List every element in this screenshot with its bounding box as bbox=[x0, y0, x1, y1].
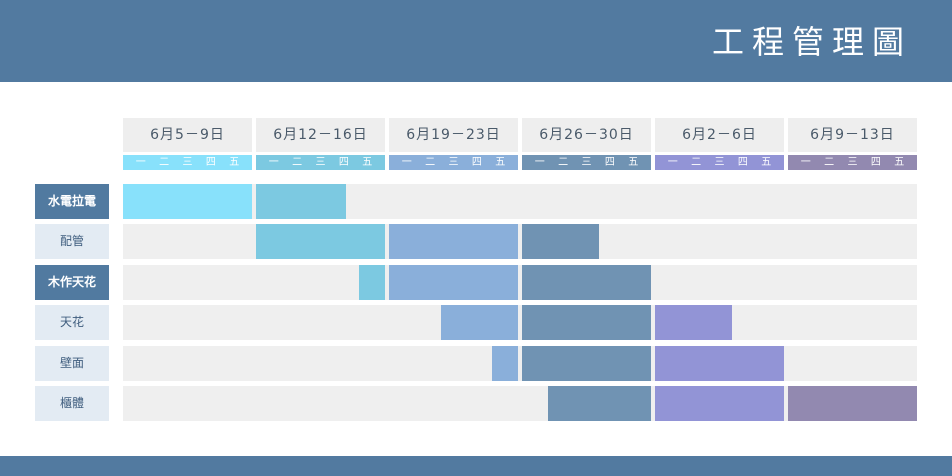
task-bar bbox=[359, 265, 385, 300]
day-label: 一 bbox=[135, 157, 146, 168]
day-label: 三 bbox=[714, 157, 725, 168]
task-label: 水電拉電 bbox=[35, 184, 109, 219]
day-label: 三 bbox=[315, 157, 326, 168]
day-label: 五 bbox=[894, 157, 905, 168]
day-strip: 一二三四五 bbox=[655, 155, 784, 170]
day-label: 四 bbox=[338, 157, 349, 168]
task-track bbox=[123, 265, 917, 300]
page-title: 工程管理圖 bbox=[711, 23, 912, 61]
task-bar bbox=[655, 346, 784, 381]
day-strip: 一二三四五 bbox=[123, 155, 252, 170]
day-label: 五 bbox=[229, 157, 240, 168]
task-bar bbox=[655, 386, 784, 421]
task-bar bbox=[440, 305, 518, 340]
task-bar bbox=[522, 265, 651, 300]
task-track bbox=[123, 184, 917, 219]
week-header: 6月5－9日 bbox=[123, 118, 252, 152]
title-banner: 工程管理圖 bbox=[0, 0, 952, 82]
day-label: 一 bbox=[800, 157, 811, 168]
day-label: 四 bbox=[604, 157, 615, 168]
task-bar bbox=[123, 184, 252, 219]
task-bar bbox=[547, 386, 651, 421]
task-bar bbox=[256, 184, 347, 219]
day-label: 二 bbox=[824, 157, 835, 168]
week-header: 6月12－16日 bbox=[256, 118, 385, 152]
day-label: 二 bbox=[292, 157, 303, 168]
task-bar bbox=[256, 224, 385, 259]
day-label: 二 bbox=[691, 157, 702, 168]
day-label: 四 bbox=[737, 157, 748, 168]
day-label: 一 bbox=[667, 157, 678, 168]
day-label: 四 bbox=[870, 157, 881, 168]
day-label: 五 bbox=[761, 157, 772, 168]
day-label: 一 bbox=[268, 157, 279, 168]
day-strip: 一二三四五 bbox=[522, 155, 651, 170]
week-header: 6月19－23日 bbox=[389, 118, 518, 152]
task-bar bbox=[788, 386, 917, 421]
day-label: 五 bbox=[495, 157, 506, 168]
task-label: 木作天花 bbox=[35, 265, 109, 300]
task-track bbox=[123, 305, 917, 340]
week-header: 6月9－13日 bbox=[788, 118, 917, 152]
day-label: 一 bbox=[401, 157, 412, 168]
day-label: 五 bbox=[362, 157, 373, 168]
week-header: 6月26－30日 bbox=[522, 118, 651, 152]
task-bar bbox=[492, 346, 518, 381]
task-label: 配管 bbox=[35, 224, 109, 259]
task-label: 天花 bbox=[35, 305, 109, 340]
task-track bbox=[123, 386, 917, 421]
task-bar bbox=[389, 224, 518, 259]
day-label: 四 bbox=[205, 157, 216, 168]
day-label: 三 bbox=[182, 157, 193, 168]
day-label: 四 bbox=[471, 157, 482, 168]
day-label: 二 bbox=[558, 157, 569, 168]
footer-band bbox=[0, 456, 952, 476]
day-label: 二 bbox=[159, 157, 170, 168]
task-track bbox=[123, 224, 917, 259]
day-label: 二 bbox=[425, 157, 436, 168]
task-bar bbox=[655, 305, 733, 340]
task-bar bbox=[522, 305, 651, 340]
week-header: 6月2－6日 bbox=[655, 118, 784, 152]
day-label: 五 bbox=[628, 157, 639, 168]
task-bar bbox=[522, 224, 600, 259]
day-strip: 一二三四五 bbox=[788, 155, 917, 170]
day-label: 一 bbox=[534, 157, 545, 168]
day-strip: 一二三四五 bbox=[389, 155, 518, 170]
day-label: 三 bbox=[448, 157, 459, 168]
day-label: 三 bbox=[581, 157, 592, 168]
task-label: 櫃體 bbox=[35, 386, 109, 421]
task-bar bbox=[522, 346, 651, 381]
task-label: 壁面 bbox=[35, 346, 109, 381]
day-label: 三 bbox=[847, 157, 858, 168]
day-strip: 一二三四五 bbox=[256, 155, 385, 170]
task-bar bbox=[389, 265, 518, 300]
task-track bbox=[123, 346, 917, 381]
